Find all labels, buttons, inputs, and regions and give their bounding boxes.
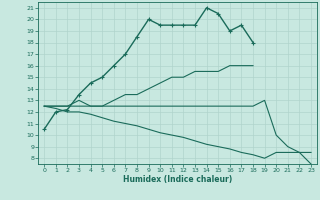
X-axis label: Humidex (Indice chaleur): Humidex (Indice chaleur) — [123, 175, 232, 184]
